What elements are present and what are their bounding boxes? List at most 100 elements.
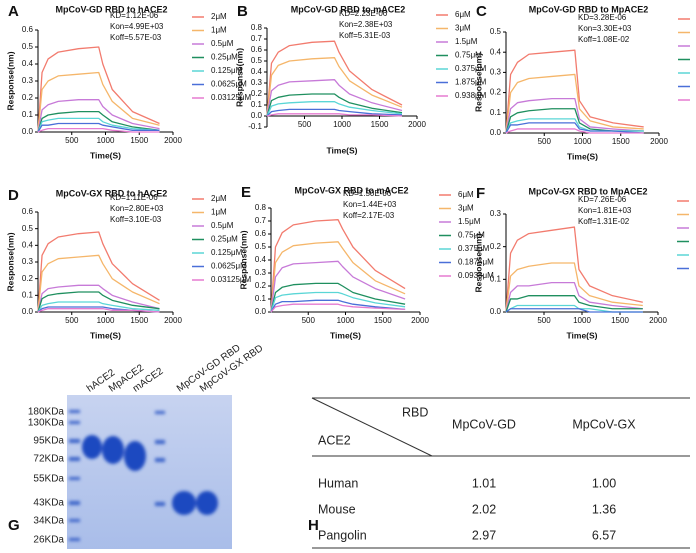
legend-label: 0.03125μM <box>211 93 252 102</box>
y-axis-label: Response(nm) <box>473 233 483 292</box>
y-tick-label: 0.8 <box>255 203 267 212</box>
x-axis-label: Time(S) <box>326 145 357 155</box>
x-tick-label: 1000 <box>574 137 592 146</box>
series-line <box>37 71 160 133</box>
series-line <box>270 303 406 313</box>
legend-label: 0.5μM <box>211 39 234 48</box>
legend-label: 0.25μM <box>211 53 238 62</box>
row-header: Pangolin <box>318 528 367 542</box>
annotation: Kon=2.80E+03 <box>110 204 164 213</box>
marker-label: 34KDa <box>33 516 64 527</box>
series-line <box>505 98 644 134</box>
y-tick-label: 0.3 <box>22 257 34 266</box>
annotation: KD=2.23E-06 <box>339 9 388 18</box>
legend-label: 1.875μM <box>455 78 487 87</box>
legend-label: 0.25μM <box>211 235 238 244</box>
x-axis-label: Time(S) <box>566 330 597 340</box>
y-tick-label: 0.6 <box>251 45 263 54</box>
legend-label: 0.03125μM <box>211 275 252 284</box>
y-tick-label: 0.0 <box>22 127 34 136</box>
marker-bands <box>69 410 165 541</box>
series-line <box>37 122 160 133</box>
legend-label: 0.75μM <box>455 51 482 60</box>
series-line <box>266 113 403 117</box>
y-tick-label: 0.1 <box>255 294 267 303</box>
y-tick-label: 0.2 <box>255 281 267 290</box>
series-line <box>266 93 403 117</box>
y-axis-label: Response(nm) <box>238 230 248 289</box>
series-line <box>505 295 643 313</box>
series-line <box>37 291 160 313</box>
annotation: KD=1.50E-06 <box>343 189 392 198</box>
x-tick-label: 500 <box>65 136 79 145</box>
y-tick-label: 0.3 <box>490 68 502 77</box>
x-tick-label: 1000 <box>333 120 351 129</box>
x-tick-label: 2000 <box>408 120 426 129</box>
y-tick-label: 0.7 <box>251 34 263 43</box>
series-line <box>37 127 160 133</box>
x-tick-label: 2000 <box>164 316 182 325</box>
legend-label: 1μM <box>211 208 227 217</box>
chart-title: MpCoV-GD RBD to mACE2 <box>291 4 406 14</box>
x-tick-label: 1000 <box>573 316 591 325</box>
y-tick-label: -0.1 <box>248 122 262 131</box>
legend-label: 2μM <box>211 194 227 203</box>
series-line <box>37 110 160 133</box>
y-tick-label: 0.6 <box>255 229 267 238</box>
series-line <box>266 108 403 117</box>
chart-title: MpCoV-GX RBD to MpACE2 <box>529 186 648 196</box>
annotation: Kon=2.38E+03 <box>339 20 393 29</box>
annotation: Koff=3.10E-03 <box>110 215 162 224</box>
annotation: KD=7.26E-06 <box>578 195 627 204</box>
legend-label: 6μM <box>455 10 471 19</box>
legend-label: 0.375μM <box>458 244 490 253</box>
legend-label: 1.5μM <box>458 217 481 226</box>
legend-label: 0.0625μM <box>211 262 247 271</box>
y-tick-label: 0.2 <box>251 89 263 98</box>
y-tick-label: 0.4 <box>251 67 263 76</box>
chart-title: MpCoV-GX RBD to hACE2 <box>56 188 168 198</box>
y-tick-label: 0.1 <box>490 274 502 283</box>
gel <box>67 395 232 549</box>
annotation: Koff=5.31E-03 <box>339 31 391 40</box>
series-line <box>266 101 403 117</box>
column-header: MpCoV-GD <box>452 417 516 431</box>
y-tick-label: 0.3 <box>255 268 267 277</box>
y-tick-label: 0.6 <box>22 25 34 34</box>
series-line <box>505 49 644 134</box>
series-line <box>505 128 644 134</box>
corner-header: RBD <box>402 405 428 419</box>
series-line <box>505 73 644 134</box>
legend-label: 0.938μM <box>455 91 487 100</box>
x-tick-label: 500 <box>302 316 316 325</box>
x-tick-label: 1500 <box>374 316 392 325</box>
series-line <box>505 281 643 313</box>
series-line <box>270 260 406 313</box>
panel-label: E <box>241 184 251 201</box>
legend-label: 0.75μM <box>458 231 485 240</box>
row-header: Human <box>318 476 358 490</box>
legend-label: 0.375μM <box>455 64 487 73</box>
legend-label: 2μM <box>211 12 227 21</box>
series-line <box>37 308 160 313</box>
series-line <box>37 306 160 313</box>
cell: 6.57 <box>592 528 616 542</box>
series-line <box>270 299 406 313</box>
series-line <box>505 262 643 313</box>
series-line <box>266 40 403 117</box>
series-line <box>37 284 160 313</box>
row-header: Mouse <box>318 502 356 516</box>
annotation: Koff=2.17E-03 <box>343 211 395 220</box>
x-tick-label: 500 <box>298 120 312 129</box>
legend-label: 3μM <box>455 24 471 33</box>
y-axis-label: Response(nm) <box>234 48 244 107</box>
x-axis-label: Time(S) <box>567 151 598 161</box>
x-tick-label: 1500 <box>130 316 148 325</box>
legend-label: 6μM <box>458 190 474 199</box>
cell: 1.36 <box>592 502 616 516</box>
y-tick-label: 0.7 <box>255 216 267 225</box>
series-line <box>505 118 644 134</box>
panel-label: C <box>476 3 487 20</box>
x-axis-label: Time(S) <box>330 330 361 340</box>
y-tick-label: 0.5 <box>22 224 34 233</box>
